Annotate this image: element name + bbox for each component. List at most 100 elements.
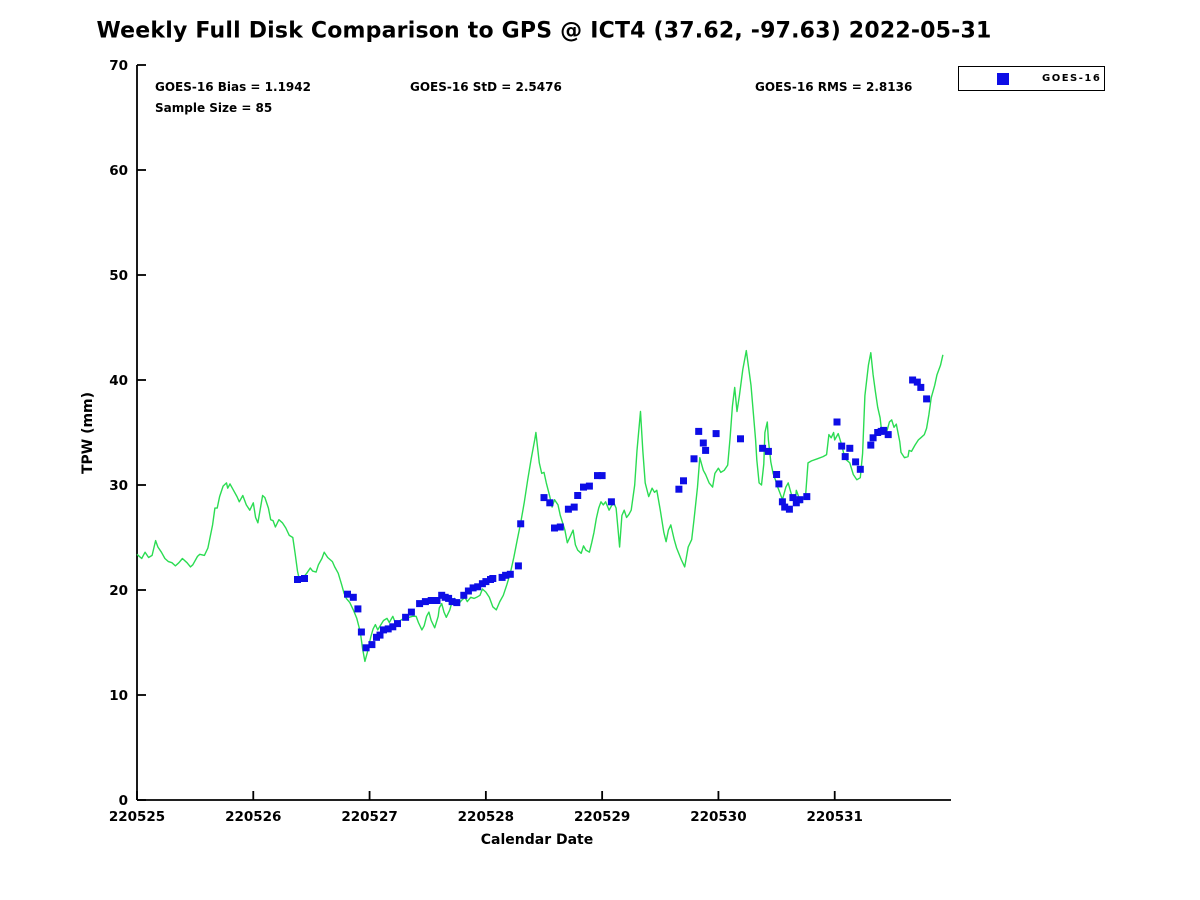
goes16-marker: [884, 431, 892, 439]
goes16-marker: [506, 570, 514, 578]
x-tick-label: 220528: [458, 809, 514, 825]
goes16-marker: [702, 446, 710, 454]
x-tick-label: 220527: [341, 809, 397, 825]
goes16-marker: [407, 608, 415, 616]
goes16-marker: [376, 631, 384, 639]
goes16-marker: [764, 447, 772, 455]
goes16-marker: [690, 455, 698, 463]
goes16-marker: [775, 480, 783, 488]
goes16-marker: [362, 644, 370, 652]
goes16-marker: [759, 444, 767, 452]
goes16-marker: [680, 477, 687, 485]
goes16-marker: [384, 625, 392, 633]
goes16-marker: [856, 465, 864, 473]
goes16-marker: [917, 383, 925, 391]
stat-rms: GOES-16 RMS = 2.8136: [755, 80, 913, 94]
legend-marker-icon: [997, 72, 1009, 85]
goes16-marker: [607, 498, 615, 506]
goes16-marker: [585, 482, 593, 490]
y-tick-label: 20: [109, 583, 128, 599]
goes16-marker: [380, 626, 387, 634]
goes16-marker: [913, 378, 921, 386]
goes16-marker: [789, 494, 797, 502]
goes16-marker: [564, 505, 572, 513]
goes16-marker: [294, 576, 301, 583]
gps-line: [136, 349, 944, 663]
x-tick-label: 220531: [807, 809, 863, 825]
goes16-marker: [448, 598, 456, 606]
goes16-marker: [598, 472, 606, 480]
goes16-marker: [453, 599, 461, 607]
goes16-marker: [416, 600, 424, 608]
y-tick-label: 40: [109, 373, 128, 389]
goes16-marker: [469, 584, 477, 592]
x-tick-label: 220525: [109, 809, 165, 825]
goes16-marker: [482, 578, 490, 586]
goes16-marker: [909, 376, 917, 384]
goes16-marker: [556, 523, 564, 531]
goes16-marker: [421, 598, 429, 606]
y-tick-label: 50: [109, 268, 128, 284]
goes16-marker: [737, 435, 744, 443]
goes16-marker: [867, 441, 875, 449]
goes16-marker: [464, 587, 472, 595]
goes16-marker: [869, 434, 877, 442]
y-tick-label: 60: [109, 163, 128, 179]
goes16-marker: [833, 418, 841, 426]
goes16-marker: [580, 483, 587, 491]
goes16-marker: [880, 426, 888, 434]
goes16-marker: [574, 492, 582, 499]
goes16-marker: [433, 597, 441, 604]
goes16-marker: [803, 493, 811, 501]
goes16-marker: [675, 485, 683, 493]
goes16-marker: [301, 575, 308, 582]
goes16-marker: [712, 430, 720, 438]
goes16-marker: [695, 427, 703, 435]
goes16-marker: [546, 499, 554, 507]
goes16-marker: [570, 503, 578, 511]
goes16-marker: [838, 442, 846, 450]
y-tick-label: 10: [109, 688, 128, 704]
goes16-marker: [402, 613, 410, 621]
stat-sample-size: Sample Size = 85: [155, 101, 273, 115]
goes16-marker: [502, 571, 510, 579]
goes16-marker: [349, 593, 357, 601]
goes16-marker: [474, 583, 482, 591]
y-tick-label: 70: [109, 58, 128, 74]
goes16-marker: [394, 620, 401, 628]
goes16-marker: [923, 395, 931, 403]
goes16-marker: [699, 439, 707, 447]
goes16-marker: [517, 520, 525, 528]
goes16-marker: [594, 472, 601, 480]
goes16-marker: [344, 590, 351, 598]
goes16-marker: [460, 591, 468, 599]
goes16-marker: [551, 524, 558, 532]
goes16-marker: [778, 498, 786, 506]
goes16-marker: [354, 605, 362, 613]
y-tick-label: 0: [119, 793, 128, 809]
stat-bias: GOES-16 Bias = 1.1942: [155, 80, 311, 94]
stat-std: GOES-16 StD = 2.5476: [410, 80, 562, 94]
goes16-marker: [489, 575, 497, 582]
goes16-marker: [846, 444, 854, 452]
x-tick-label: 220530: [690, 809, 746, 825]
goes16-marker: [427, 597, 435, 604]
goes16-marker: [841, 453, 849, 461]
page-title: Weekly Full Disk Comparison to GPS @ ICT…: [96, 18, 992, 44]
goes16-marker: [368, 641, 376, 649]
y-tick-label: 30: [109, 478, 128, 494]
goes16-marker: [796, 496, 804, 504]
legend-box: GOES-16: [958, 66, 1105, 91]
x-tick-label: 220529: [574, 809, 630, 825]
goes16-marker: [357, 628, 365, 636]
goes16-marker: [540, 494, 548, 502]
goes16-marker: [852, 458, 860, 466]
legend-label: GOES-16: [1042, 73, 1102, 84]
goes16-marker: [389, 623, 397, 631]
goes16-marker: [514, 562, 522, 570]
x-axis-label: Calendar Date: [480, 832, 594, 848]
goes16-marker: [781, 503, 789, 511]
goes16-marker: [773, 471, 781, 478]
